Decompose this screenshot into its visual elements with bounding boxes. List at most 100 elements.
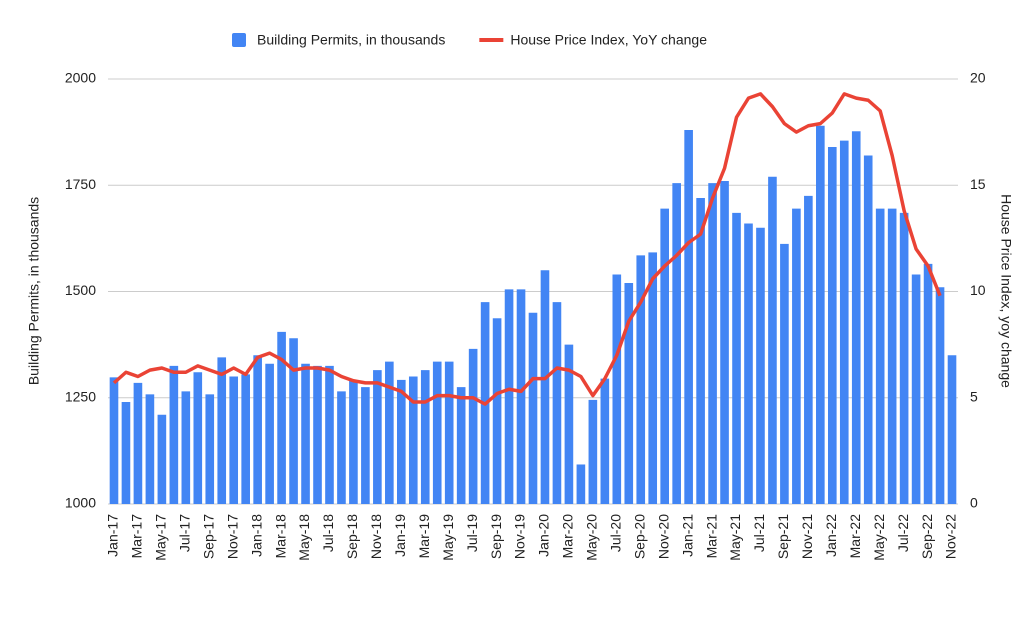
y-tick-label: 1000	[65, 495, 96, 511]
y2-tick-label: 5	[970, 388, 978, 404]
bar	[935, 287, 945, 504]
x-tick-label: Sep-19	[488, 514, 504, 559]
bar	[600, 378, 610, 504]
y2-tick-label: 20	[970, 70, 986, 86]
y-tick-label: 1750	[65, 176, 96, 192]
bar	[588, 399, 598, 504]
x-tick-label: May-17	[153, 514, 169, 561]
bar	[432, 361, 442, 504]
bar	[839, 140, 849, 504]
bar	[205, 394, 215, 504]
x-tick-label: Sep-22	[919, 514, 935, 559]
bar	[887, 208, 897, 504]
bar	[947, 355, 957, 504]
bar	[576, 464, 586, 504]
bar	[827, 147, 837, 504]
x-tick-label: Jul-21	[751, 514, 767, 552]
legend-label: Building Permits, in thousands	[257, 32, 445, 48]
bar	[313, 365, 322, 504]
y-axis-title: Building Permits, in thousands	[26, 197, 42, 385]
bar	[792, 208, 801, 504]
bar	[528, 312, 538, 504]
bar	[229, 376, 239, 504]
bar	[408, 376, 418, 504]
bar	[516, 289, 526, 504]
x-tick-label: Mar-19	[416, 514, 432, 559]
bar	[804, 195, 813, 504]
bar	[277, 331, 286, 504]
bar	[265, 363, 274, 504]
x-tick-label: May-19	[440, 514, 456, 561]
x-tick-label: Sep-21	[775, 514, 791, 559]
bar	[121, 402, 131, 504]
x-tick-label: May-21	[727, 514, 743, 561]
x-tick-label: May-22	[871, 514, 887, 561]
bar	[708, 183, 717, 504]
line	[112, 92, 942, 406]
bar	[648, 252, 658, 504]
bar	[552, 302, 562, 504]
bar	[444, 361, 454, 504]
x-tick-label: Jan-20	[536, 514, 552, 557]
x-tick-label: Sep-18	[344, 514, 360, 559]
y2-axis-title: House Price Index, yoy change	[998, 194, 1014, 388]
x-tick-label: Jul-22	[895, 514, 911, 552]
x-tick-label: Jan-21	[679, 514, 695, 557]
bar	[851, 131, 861, 504]
bar	[768, 176, 777, 504]
x-tick-label: Mar-18	[272, 514, 288, 559]
bar	[145, 394, 155, 504]
bar	[193, 372, 203, 504]
bar	[325, 365, 334, 504]
bar	[241, 374, 250, 504]
bar	[696, 198, 705, 504]
x-tick-label: Nov-18	[368, 514, 384, 559]
x-tick-label: Jul-17	[177, 514, 193, 552]
bar	[780, 243, 789, 504]
x-tick-label: Jan-17	[105, 514, 121, 557]
bar	[863, 155, 873, 504]
legend-label: House Price Index, YoY change	[510, 32, 707, 48]
x-tick-label: Nov-17	[224, 514, 240, 559]
bar	[289, 338, 298, 504]
bar	[612, 274, 622, 504]
bar	[253, 355, 262, 504]
x-tick-label: May-20	[584, 514, 600, 561]
x-tick-label: Mar-21	[703, 514, 719, 559]
x-tick-label: Jan-18	[248, 514, 264, 557]
y2-tick-label: 10	[970, 282, 986, 298]
legend-swatch	[232, 33, 246, 47]
bar	[504, 289, 514, 504]
bar	[756, 227, 765, 504]
bar	[385, 361, 394, 504]
bar	[397, 379, 406, 504]
x-tick-label: Nov-19	[512, 514, 528, 559]
x-tick-label: Jan-19	[392, 514, 408, 557]
x-tick-label: Jan-22	[823, 514, 839, 557]
y2-tick-label: 0	[970, 495, 978, 511]
bar	[337, 391, 346, 504]
x-tick-label: Nov-20	[655, 514, 671, 559]
bar	[540, 270, 550, 504]
bar	[468, 348, 478, 504]
x-tick-label: Mar-17	[129, 514, 145, 559]
bar	[875, 208, 885, 504]
bar	[684, 130, 693, 504]
bar	[169, 365, 179, 504]
bar	[660, 208, 669, 504]
bar	[349, 380, 358, 504]
y-tick-label: 1500	[65, 282, 96, 298]
bar	[672, 183, 681, 504]
bar	[899, 212, 909, 504]
bar	[373, 370, 382, 504]
x-tick-label: Mar-22	[847, 514, 863, 559]
bar	[624, 283, 634, 504]
bar	[109, 377, 119, 504]
bar	[492, 318, 502, 504]
bar	[923, 263, 933, 504]
bar	[361, 387, 370, 504]
bar	[744, 223, 753, 504]
bar	[732, 212, 741, 504]
bar	[133, 382, 143, 504]
